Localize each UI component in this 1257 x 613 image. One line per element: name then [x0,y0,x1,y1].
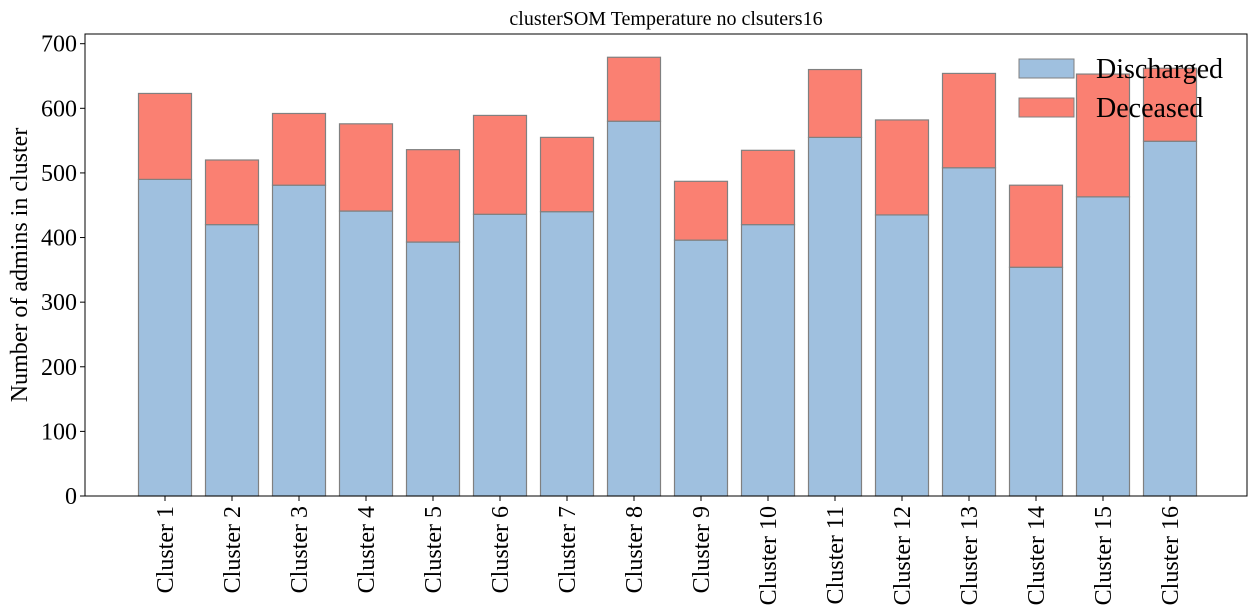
y-tick-label: 700 [41,32,77,58]
bars-layer [137,56,1198,497]
y-tick-label: 0 [65,484,77,510]
x-tick-label: Cluster 5 [421,506,447,593]
x-tick-label: Cluster 13 [957,506,983,605]
x-tick-label: Cluster 9 [689,506,715,593]
bar-deceased-8 [606,56,662,122]
x-axis: Cluster 1 Cluster 2 Cluster 3 Cluster 4 Clus… [153,496,1184,605]
bar-discharged-15 [1075,196,1131,497]
bar-discharged-11 [807,136,863,497]
x-tick-label: Cluster 7 [555,506,581,593]
x-tick-label: Cluster 12 [890,506,916,605]
y-tick-label: 200 [41,355,77,381]
y-tick-label: 600 [41,96,77,122]
x-tick-label: Cluster 3 [287,506,313,593]
bar-discharged-6 [472,213,528,497]
bar-discharged-3 [271,184,327,497]
bar-discharged-7 [539,211,595,497]
y-axis: 0 100 200 300 400 500 600 700 [41,32,85,510]
bar-deceased-12 [874,119,930,216]
bar-discharged-16 [1142,140,1198,497]
bar-deceased-1 [137,92,193,180]
x-tick-label: Cluster 1 [153,506,179,593]
bar-deceased-6 [472,114,528,215]
bar-discharged-9 [673,239,729,497]
legend-swatch-deceased [1018,97,1075,118]
bar-deceased-11 [807,68,863,138]
bar-discharged-5 [405,241,461,497]
bar-deceased-14 [1008,184,1064,268]
bar-deceased-2 [204,159,260,226]
bar-deceased-9 [673,180,729,241]
bar-deceased-10 [740,149,796,226]
bar-deceased-13 [941,72,997,169]
x-tick-label: Cluster 4 [354,506,380,593]
y-tick-label: 100 [41,419,77,445]
x-tick-label: Cluster 2 [220,506,246,593]
bar-discharged-4 [338,210,394,497]
x-tick-label: Cluster 8 [622,506,648,593]
y-axis-title: Number of admins in cluster [7,128,33,403]
legend-label-deceased: Deceased [1096,93,1203,124]
bar-discharged-1 [137,178,193,497]
bar-discharged-2 [204,224,260,497]
x-tick-label: Cluster 11 [823,506,849,604]
bar-deceased-3 [271,112,327,186]
legend-swatch-discharged [1018,58,1075,79]
bar-deceased-4 [338,123,394,212]
legend-label-discharged: Discharged [1096,54,1223,85]
bar-deceased-5 [405,149,461,243]
y-tick-label: 500 [41,161,77,187]
x-tick-label: Cluster 15 [1091,506,1117,605]
x-tick-label: Cluster 10 [756,506,782,605]
bar-discharged-14 [1008,266,1064,497]
y-tick-label: 300 [41,290,77,316]
bar-deceased-15 [1075,73,1131,198]
chart-title: clusterSOM Temperature no clsuters16 [509,8,822,30]
bar-discharged-13 [941,167,997,497]
x-tick-label: Cluster 16 [1158,506,1184,605]
plot-frame [84,33,1248,497]
bar-discharged-12 [874,214,930,497]
x-tick-label: Cluster 14 [1024,506,1050,605]
bar-deceased-16 [1142,67,1198,142]
bar-discharged-8 [606,120,662,497]
bar-discharged-10 [740,224,796,497]
bar-deceased-7 [539,136,595,213]
x-tick-label: Cluster 6 [488,506,514,593]
legend: Discharged Deceased [1018,54,1223,124]
y-tick-label: 400 [41,226,77,252]
